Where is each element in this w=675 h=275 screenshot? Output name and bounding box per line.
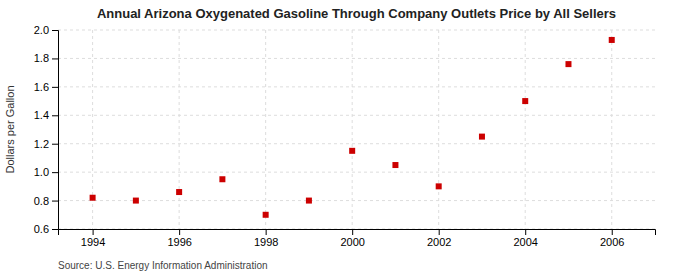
tick-label: 2000 xyxy=(340,236,364,248)
tick-label: 1.0 xyxy=(34,166,49,178)
tick-label: 2006 xyxy=(600,236,624,248)
tick-label: 1.6 xyxy=(34,81,49,93)
grid xyxy=(58,30,655,229)
point xyxy=(133,198,139,204)
grid-line xyxy=(58,172,655,173)
tick-mark xyxy=(52,172,58,173)
grid-line xyxy=(58,200,655,201)
y-axis: 0.6 0.8 1.0 1.2 1.4 1.6 1.8 2.0 xyxy=(34,24,59,235)
tick: 2002 xyxy=(427,229,451,248)
point xyxy=(479,134,485,140)
tick-mark xyxy=(439,229,440,235)
tick-mark xyxy=(612,229,613,235)
point xyxy=(176,189,182,195)
tick-label: 2002 xyxy=(427,236,451,248)
plot: 1994 1996 1998 2000 2002 2004 2006 0.6 0.8 1.0 1.2… xyxy=(34,24,656,248)
tick-mark xyxy=(52,87,58,88)
tick: 1.4 xyxy=(34,109,58,121)
tick: 1996 xyxy=(167,229,191,248)
grid-line xyxy=(58,115,655,116)
y-axis-title: Dollars per Gallon xyxy=(4,85,16,173)
grid-line xyxy=(58,86,655,87)
point xyxy=(349,148,355,154)
point xyxy=(306,198,312,204)
tick: 0.8 xyxy=(34,195,58,207)
tick-mark xyxy=(52,115,58,116)
grid-line xyxy=(58,30,655,31)
tick-mark xyxy=(52,144,58,145)
grid-line xyxy=(352,30,353,229)
point xyxy=(219,176,225,182)
source: Source: U.S. Energy Information Administ… xyxy=(58,260,268,271)
tick: 1998 xyxy=(254,229,278,248)
title: Annual Arizona Oxygenated Gasoline Throu… xyxy=(97,6,616,21)
points xyxy=(90,37,615,218)
tick: 1.6 xyxy=(34,81,58,93)
grid-line xyxy=(265,30,266,229)
tick-label: 1.4 xyxy=(34,109,49,121)
tick-label: 1998 xyxy=(254,236,278,248)
axis-line xyxy=(52,31,59,230)
tick-mark xyxy=(93,229,94,235)
point xyxy=(392,162,398,168)
tick-label: 1.8 xyxy=(34,52,49,64)
tick-mark xyxy=(352,229,353,235)
tick-label: 1994 xyxy=(81,236,105,248)
tick-mark xyxy=(179,229,180,235)
tick: 0.6 xyxy=(34,223,58,235)
point xyxy=(90,195,96,201)
tick: 2004 xyxy=(513,229,537,248)
axis-line xyxy=(59,230,656,236)
tick-mark xyxy=(525,229,526,235)
point xyxy=(436,183,442,189)
tick: 2.0 xyxy=(34,24,58,36)
tick-label: 1996 xyxy=(167,236,191,248)
grid-line xyxy=(611,30,612,229)
tick-mark xyxy=(52,229,58,230)
grid-line xyxy=(179,30,180,229)
grid-line xyxy=(525,30,526,229)
tick-label: 0.8 xyxy=(34,195,49,207)
tick: 1.8 xyxy=(34,52,58,64)
tick-label: 1.2 xyxy=(34,138,49,150)
tick: 2006 xyxy=(600,229,624,248)
tick: 1.0 xyxy=(34,166,58,178)
point xyxy=(263,212,269,218)
grid-line xyxy=(438,30,439,229)
tick-label: 2004 xyxy=(513,236,537,248)
point xyxy=(609,37,615,43)
tick-label: 0.6 xyxy=(34,223,49,235)
grid-line xyxy=(58,58,655,59)
tick-label: 2.0 xyxy=(34,24,49,36)
tick-mark xyxy=(266,229,267,235)
tick-mark xyxy=(52,58,58,59)
tick: 2000 xyxy=(340,229,364,248)
tick: 1.2 xyxy=(34,138,58,150)
point xyxy=(522,98,528,104)
x-axis: 1994 1996 1998 2000 2002 2004 2006 xyxy=(59,229,656,248)
tick: 1994 xyxy=(81,229,105,248)
grid-line xyxy=(58,143,655,144)
chart: 1994 1996 1998 2000 2002 2004 2006 0.6 0.8 1.0 1.2… xyxy=(0,0,675,275)
tick-mark xyxy=(52,30,58,31)
tick-mark xyxy=(52,201,58,202)
point xyxy=(565,61,571,67)
